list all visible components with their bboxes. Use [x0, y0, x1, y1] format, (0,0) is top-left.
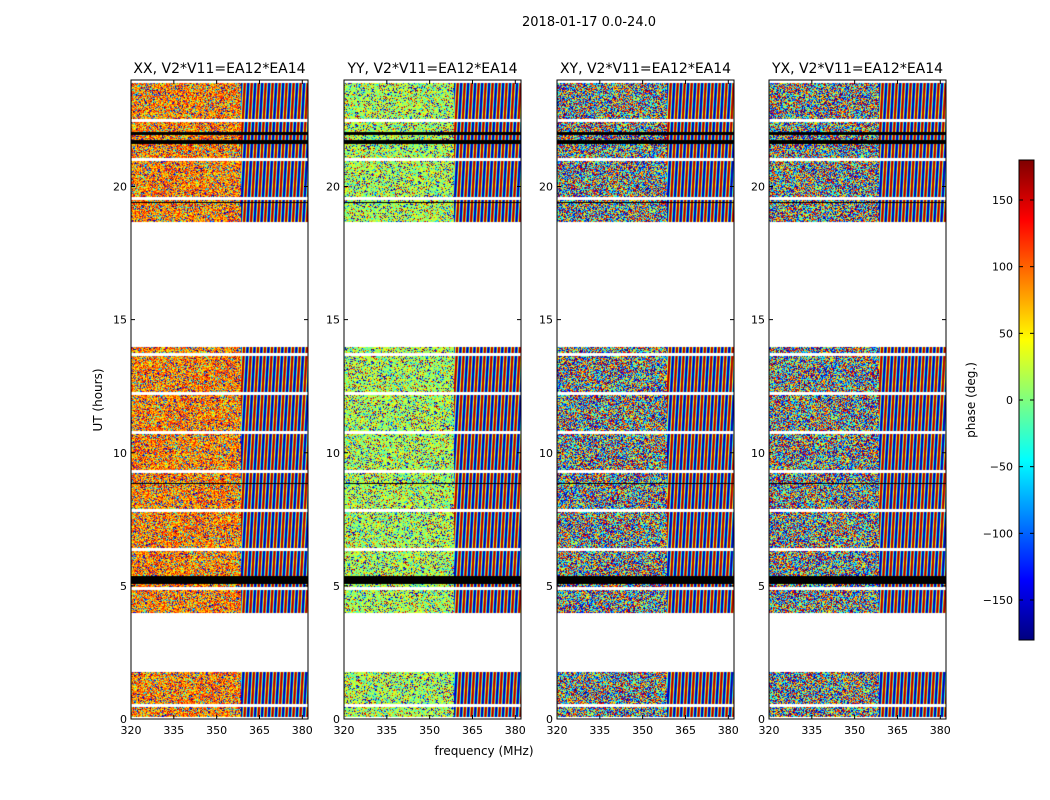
y-tick-label: 10 — [326, 447, 340, 460]
x-tick-label: 320 — [334, 724, 355, 737]
y-axis-label: UT (hours) — [91, 368, 105, 431]
x-tick-label: 365 — [249, 724, 270, 737]
panel-title: YY, V2*V11=EA12*EA14 — [346, 61, 517, 77]
y-tick-label: 10 — [539, 447, 553, 460]
x-tick-label: 335 — [801, 724, 822, 737]
panel-title: XX, V2*V11=EA12*EA14 — [133, 61, 305, 77]
colorbar: 150 100 50 0 −50 −100 −150 — [983, 159, 1035, 641]
panel-frame — [768, 79, 947, 720]
x-tick-label: 380 — [930, 724, 951, 737]
x-tick-label: 365 — [675, 724, 696, 737]
panel-title: YX, V2*V11=EA12*EA14 — [771, 61, 943, 77]
phase-heatmap-3 — [557, 80, 734, 719]
y-tick-label: 5 — [758, 580, 765, 593]
x-tick-label: 380 — [505, 724, 526, 737]
x-tick-label: 350 — [844, 724, 865, 737]
colorbar-tick-label: 100 — [992, 261, 1013, 274]
y-tick-label: 15 — [539, 314, 553, 327]
y-tick-label: 15 — [751, 314, 765, 327]
colorbar-tick-label: 150 — [992, 194, 1013, 207]
panel-3: XY, V2*V11=EA12*EA14 320 335 350 365 380 0 5 10 1… — [539, 61, 739, 737]
colorbar-label: phase (deg.) — [964, 362, 978, 438]
phase-heatmap-2 — [344, 80, 521, 719]
y-tick-label: 15 — [113, 314, 127, 327]
x-tick-label: 350 — [206, 724, 227, 737]
colorbar-tick-label: −100 — [983, 527, 1013, 540]
y-tick-label: 20 — [113, 181, 127, 194]
panel-1: XX, V2*V11=EA12*EA14 320 335 350 365 380 0 5 10 1… — [113, 61, 313, 737]
y-tick-label: 20 — [751, 181, 765, 194]
y-tick-label: 10 — [113, 447, 127, 460]
x-tick-label: 320 — [121, 724, 142, 737]
y-tick-label: 0 — [546, 713, 553, 726]
y-tick-label: 0 — [333, 713, 340, 726]
colorbar-tick-label: 50 — [999, 327, 1013, 340]
panel-title: XY, V2*V11=EA12*EA14 — [560, 61, 731, 77]
colorbar-tick-label: −50 — [990, 461, 1013, 474]
x-tick-label: 380 — [292, 724, 313, 737]
panel-4: YX, V2*V11=EA12*EA14 320 335 350 365 380 0 5 10 1… — [751, 61, 951, 737]
panel-frame — [556, 79, 735, 720]
x-tick-label: 365 — [462, 724, 483, 737]
y-tick-label: 5 — [333, 580, 340, 593]
x-tick-label: 320 — [759, 724, 780, 737]
y-tick-label: 0 — [120, 713, 127, 726]
phase-heatmap-4 — [769, 80, 946, 719]
colorbar-tick-label: −150 — [983, 594, 1013, 607]
y-tick-label: 10 — [751, 447, 765, 460]
x-tick-label: 335 — [376, 724, 397, 737]
panel-2: YY, V2*V11=EA12*EA14 320 335 350 365 380 0 5 10 1… — [326, 61, 526, 737]
y-tick-label: 0 — [758, 713, 765, 726]
panel-frame — [343, 79, 522, 720]
panels: XX, V2*V11=EA12*EA14 320 335 350 365 380 0 5 10 1… — [113, 61, 951, 737]
x-tick-label: 320 — [547, 724, 568, 737]
y-tick-label: 20 — [539, 181, 553, 194]
x-tick-label: 335 — [589, 724, 610, 737]
x-axis-label: frequency (MHz) — [434, 744, 533, 758]
figure-title: 2018-01-17 0.0-24.0 — [522, 15, 656, 30]
y-tick-label: 5 — [546, 580, 553, 593]
x-tick-label: 365 — [887, 724, 908, 737]
colorbar-tick-label: 0 — [1006, 394, 1013, 407]
panel-frame — [130, 79, 309, 720]
x-tick-label: 335 — [163, 724, 184, 737]
x-tick-label: 380 — [718, 724, 739, 737]
phase-heatmap-1 — [131, 80, 308, 719]
x-tick-label: 350 — [632, 724, 653, 737]
x-tick-label: 350 — [419, 724, 440, 737]
y-tick-label: 5 — [120, 580, 127, 593]
y-tick-label: 15 — [326, 314, 340, 327]
y-tick-label: 20 — [326, 181, 340, 194]
